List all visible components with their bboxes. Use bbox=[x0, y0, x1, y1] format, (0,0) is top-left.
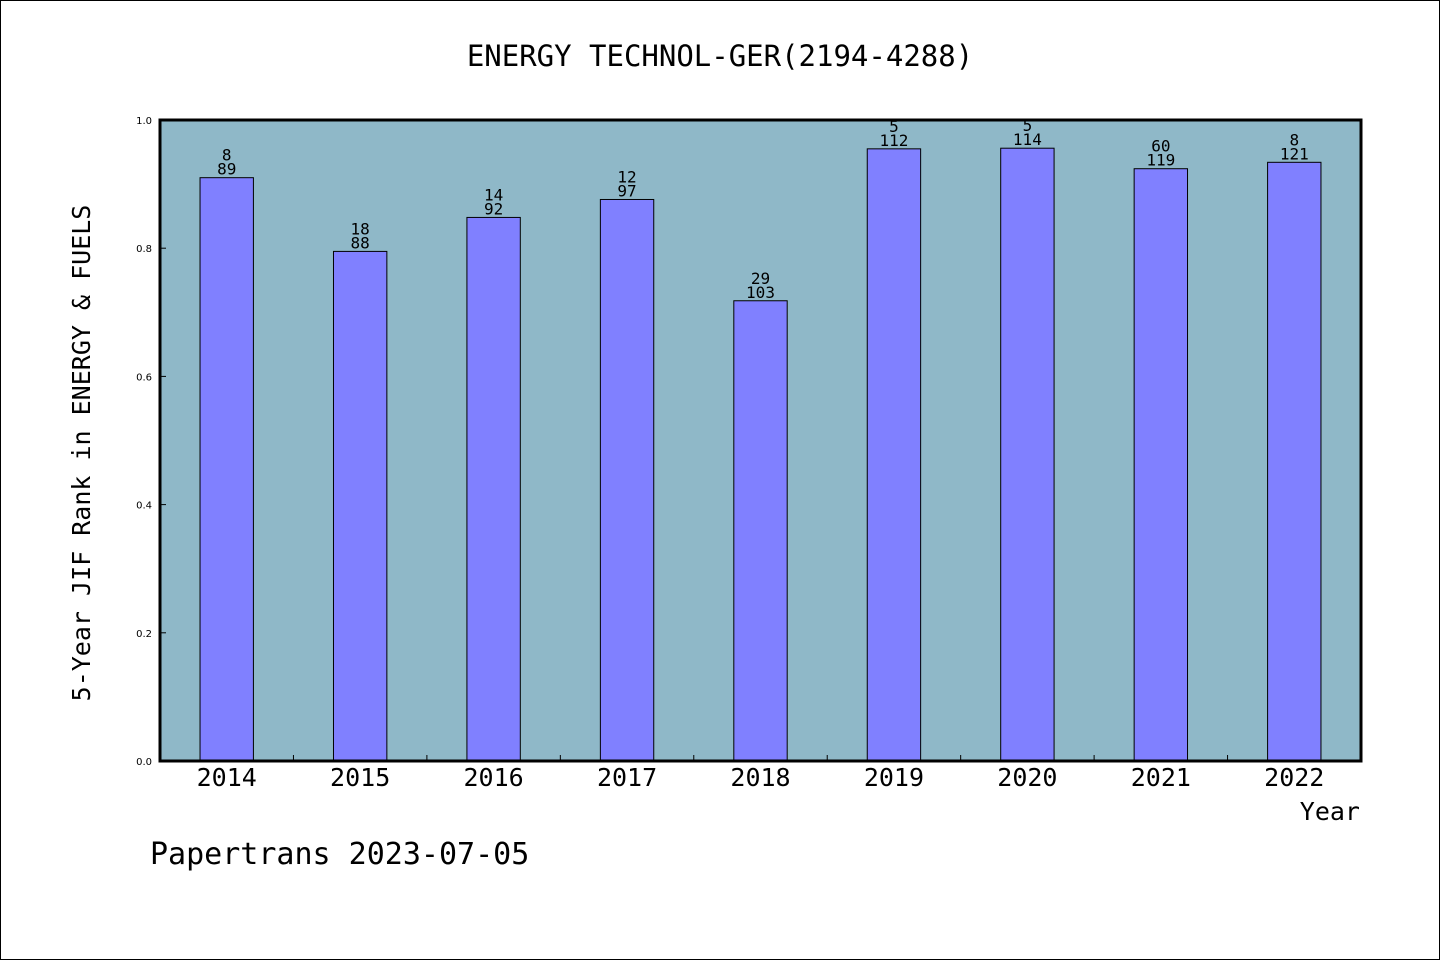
x-axis-title: Year bbox=[1300, 797, 1360, 826]
x-tick-label: 2021 bbox=[1131, 763, 1191, 792]
bar-total-label: 114 bbox=[1013, 130, 1042, 149]
bar-total-label: 112 bbox=[879, 131, 908, 150]
bar-rank-label: 8 bbox=[1289, 130, 1299, 149]
bar-2015 bbox=[332, 250, 388, 762]
bar-2019 bbox=[866, 148, 922, 762]
x-tick-label: 2016 bbox=[464, 763, 524, 792]
bar-rank-label: 18 bbox=[351, 219, 370, 238]
bar-2018 bbox=[733, 300, 788, 762]
x-tick-label: 2020 bbox=[997, 763, 1057, 792]
bar-2022 bbox=[1267, 161, 1322, 762]
bar-rank-label: 12 bbox=[617, 167, 636, 186]
bar-total-label: 97 bbox=[617, 181, 636, 200]
y-axis-title: 5-Year JIF Rank in ENERGY & FUELS bbox=[67, 205, 96, 702]
x-axis: 2014 2015 2016 2017 2018 2019 2020 2021 2022 bbox=[197, 755, 1324, 792]
y-tick-label: 0.2 bbox=[136, 629, 152, 640]
bar-rank-label: 14 bbox=[484, 185, 503, 204]
bar-2020 bbox=[1000, 147, 1055, 762]
chart-title: ENERGY TECHNOL-GER(2194-4288) bbox=[467, 39, 973, 73]
y-tick-label: 1.0 bbox=[136, 116, 152, 127]
bar-rank-label: 8 bbox=[222, 146, 232, 165]
plot-border bbox=[158, 118, 1363, 763]
bar-rank-label: 5 bbox=[1023, 116, 1033, 135]
y-tick-label: 0.8 bbox=[136, 244, 152, 255]
x-tick-label: 2014 bbox=[197, 763, 257, 792]
bar-2017 bbox=[599, 198, 655, 762]
bar-total-label: 88 bbox=[351, 233, 370, 252]
bar-total-label: 119 bbox=[1146, 151, 1175, 170]
bar-2021 bbox=[1133, 168, 1189, 762]
x-tick-label: 2022 bbox=[1264, 763, 1324, 792]
x-tick-label: 2017 bbox=[597, 763, 657, 792]
bar-total-label: 121 bbox=[1280, 144, 1309, 163]
bar-total-label: 92 bbox=[484, 199, 503, 218]
bar-total-label: 89 bbox=[217, 160, 236, 179]
x-tick-label: 2019 bbox=[864, 763, 924, 792]
footer-credit: Papertrans 2023-07-05 bbox=[150, 837, 529, 872]
y-tick-label: 0.4 bbox=[136, 501, 152, 512]
bar-rank-label: 60 bbox=[1151, 137, 1170, 156]
bar-rank-label: 5 bbox=[889, 117, 899, 136]
bar-2014 bbox=[199, 177, 254, 762]
bar-rank-label: 29 bbox=[751, 269, 770, 288]
bar-2016 bbox=[466, 216, 521, 762]
y-tick-label: 0.0 bbox=[136, 757, 152, 768]
bar-total-label: 103 bbox=[746, 283, 775, 302]
x-tick-label: 2018 bbox=[730, 763, 790, 792]
y-tick-label: 0.6 bbox=[136, 372, 152, 383]
x-tick-label: 2015 bbox=[330, 763, 390, 792]
